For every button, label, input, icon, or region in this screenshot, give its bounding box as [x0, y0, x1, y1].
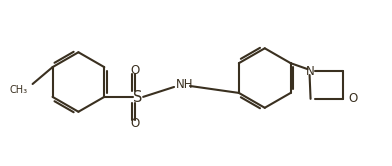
- Text: O: O: [348, 92, 358, 105]
- Text: O: O: [131, 117, 140, 130]
- Text: N: N: [306, 65, 315, 78]
- Text: S: S: [134, 90, 143, 105]
- Text: NH: NH: [176, 79, 194, 91]
- Text: CH₃: CH₃: [9, 85, 27, 95]
- Text: O: O: [131, 64, 140, 77]
